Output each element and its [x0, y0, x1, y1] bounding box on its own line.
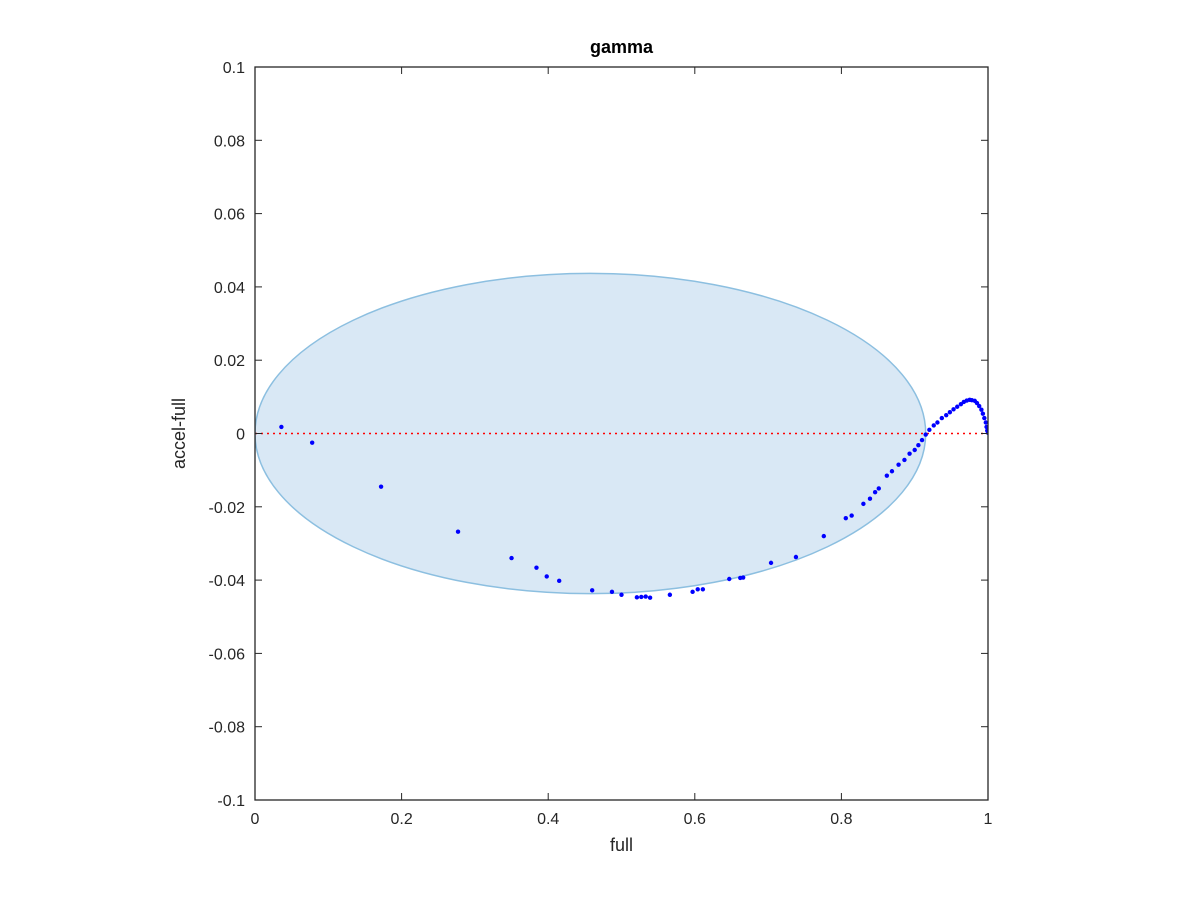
data-point-32: [889, 469, 895, 474]
y-tick-label: 0.08: [214, 133, 245, 150]
data-point-33: [896, 462, 901, 467]
data-point-30: [876, 486, 881, 491]
data-point-14: [647, 595, 653, 600]
x-axis-label: full: [610, 835, 633, 855]
data-point-2: [378, 484, 384, 489]
data-point-57: [980, 411, 986, 416]
y-tick-label: -0.1: [217, 793, 245, 810]
data-point-1: [309, 440, 315, 445]
data-point-45: [947, 410, 953, 415]
data-point-43: [939, 415, 945, 421]
y-tick-label: 0.06: [214, 207, 245, 224]
y-tick-label: -0.04: [209, 573, 246, 590]
chart-title: gamma: [590, 37, 654, 57]
y-tick-label: -0.02: [209, 500, 246, 517]
data-point-11: [634, 595, 640, 600]
data-point-42: [935, 420, 940, 425]
data-point-38: [919, 437, 925, 443]
data-point-9: [609, 589, 615, 595]
data-point-27: [861, 501, 866, 507]
data-point-15: [667, 592, 673, 597]
data-point-29: [872, 489, 878, 495]
data-point-21: [740, 575, 746, 580]
data-point-22: [768, 560, 774, 566]
data-point-31: [884, 473, 890, 478]
data-point-47: [955, 404, 960, 409]
data-point-55: [977, 403, 982, 409]
y-tick-label: 0.1: [223, 60, 245, 77]
x-tick-label: 0.2: [390, 811, 412, 828]
x-tick-label: 0.6: [684, 811, 706, 828]
data-point-44: [944, 412, 949, 418]
data-points: [279, 397, 988, 600]
x-tick-label: 0.4: [537, 811, 559, 828]
data-point-12: [639, 594, 644, 600]
data-point-35: [907, 451, 912, 456]
y-axis-label: accel-full: [169, 398, 189, 469]
x-axis-ticks: 0 0.2 0.4 0.6 0.8 1: [251, 67, 993, 828]
data-point-13: [643, 594, 648, 599]
data-point-28: [867, 496, 873, 501]
data-point-34: [902, 457, 907, 463]
y-tick-label: -0.06: [209, 646, 246, 663]
data-point-7: [556, 578, 562, 584]
data-point-25: [843, 515, 848, 521]
data-point-60: [984, 424, 988, 430]
data-point-58: [982, 415, 987, 421]
y-tick-label: 0.04: [214, 280, 245, 297]
data-point-37: [916, 443, 921, 448]
data-point-24: [821, 533, 827, 539]
x-tick-label: 0: [251, 811, 260, 828]
data-point-0: [279, 424, 284, 430]
y-tick-label: 0.02: [214, 353, 245, 370]
data-point-3: [455, 529, 461, 534]
data-point-59: [983, 420, 988, 425]
data-point-10: [619, 592, 624, 597]
data-point-17: [695, 587, 700, 592]
data-point-26: [849, 513, 854, 518]
data-point-40: [927, 427, 932, 433]
y-tick-label: 0: [236, 427, 245, 444]
data-point-39: [923, 432, 928, 437]
data-point-16: [690, 589, 695, 595]
data-point-56: [979, 407, 984, 412]
data-point-19: [727, 576, 732, 582]
x-tick-label: 0.8: [830, 811, 852, 828]
data-point-23: [793, 554, 799, 560]
x-tick-label: 1: [984, 811, 993, 828]
data-point-6: [544, 574, 549, 579]
data-point-46: [951, 407, 956, 412]
data-point-36: [912, 447, 917, 453]
y-tick-label: -0.08: [209, 720, 246, 737]
data-point-8: [589, 588, 595, 593]
data-point-5: [534, 565, 539, 570]
data-point-41: [931, 423, 936, 428]
y-axis-ticks: -0.1 -0.08 -0.06 -0.04 -0.02 0 0.02 0.04 0.06 0.0…: [209, 60, 988, 810]
data-point-4: [509, 555, 514, 561]
data-point-18: [700, 587, 706, 592]
